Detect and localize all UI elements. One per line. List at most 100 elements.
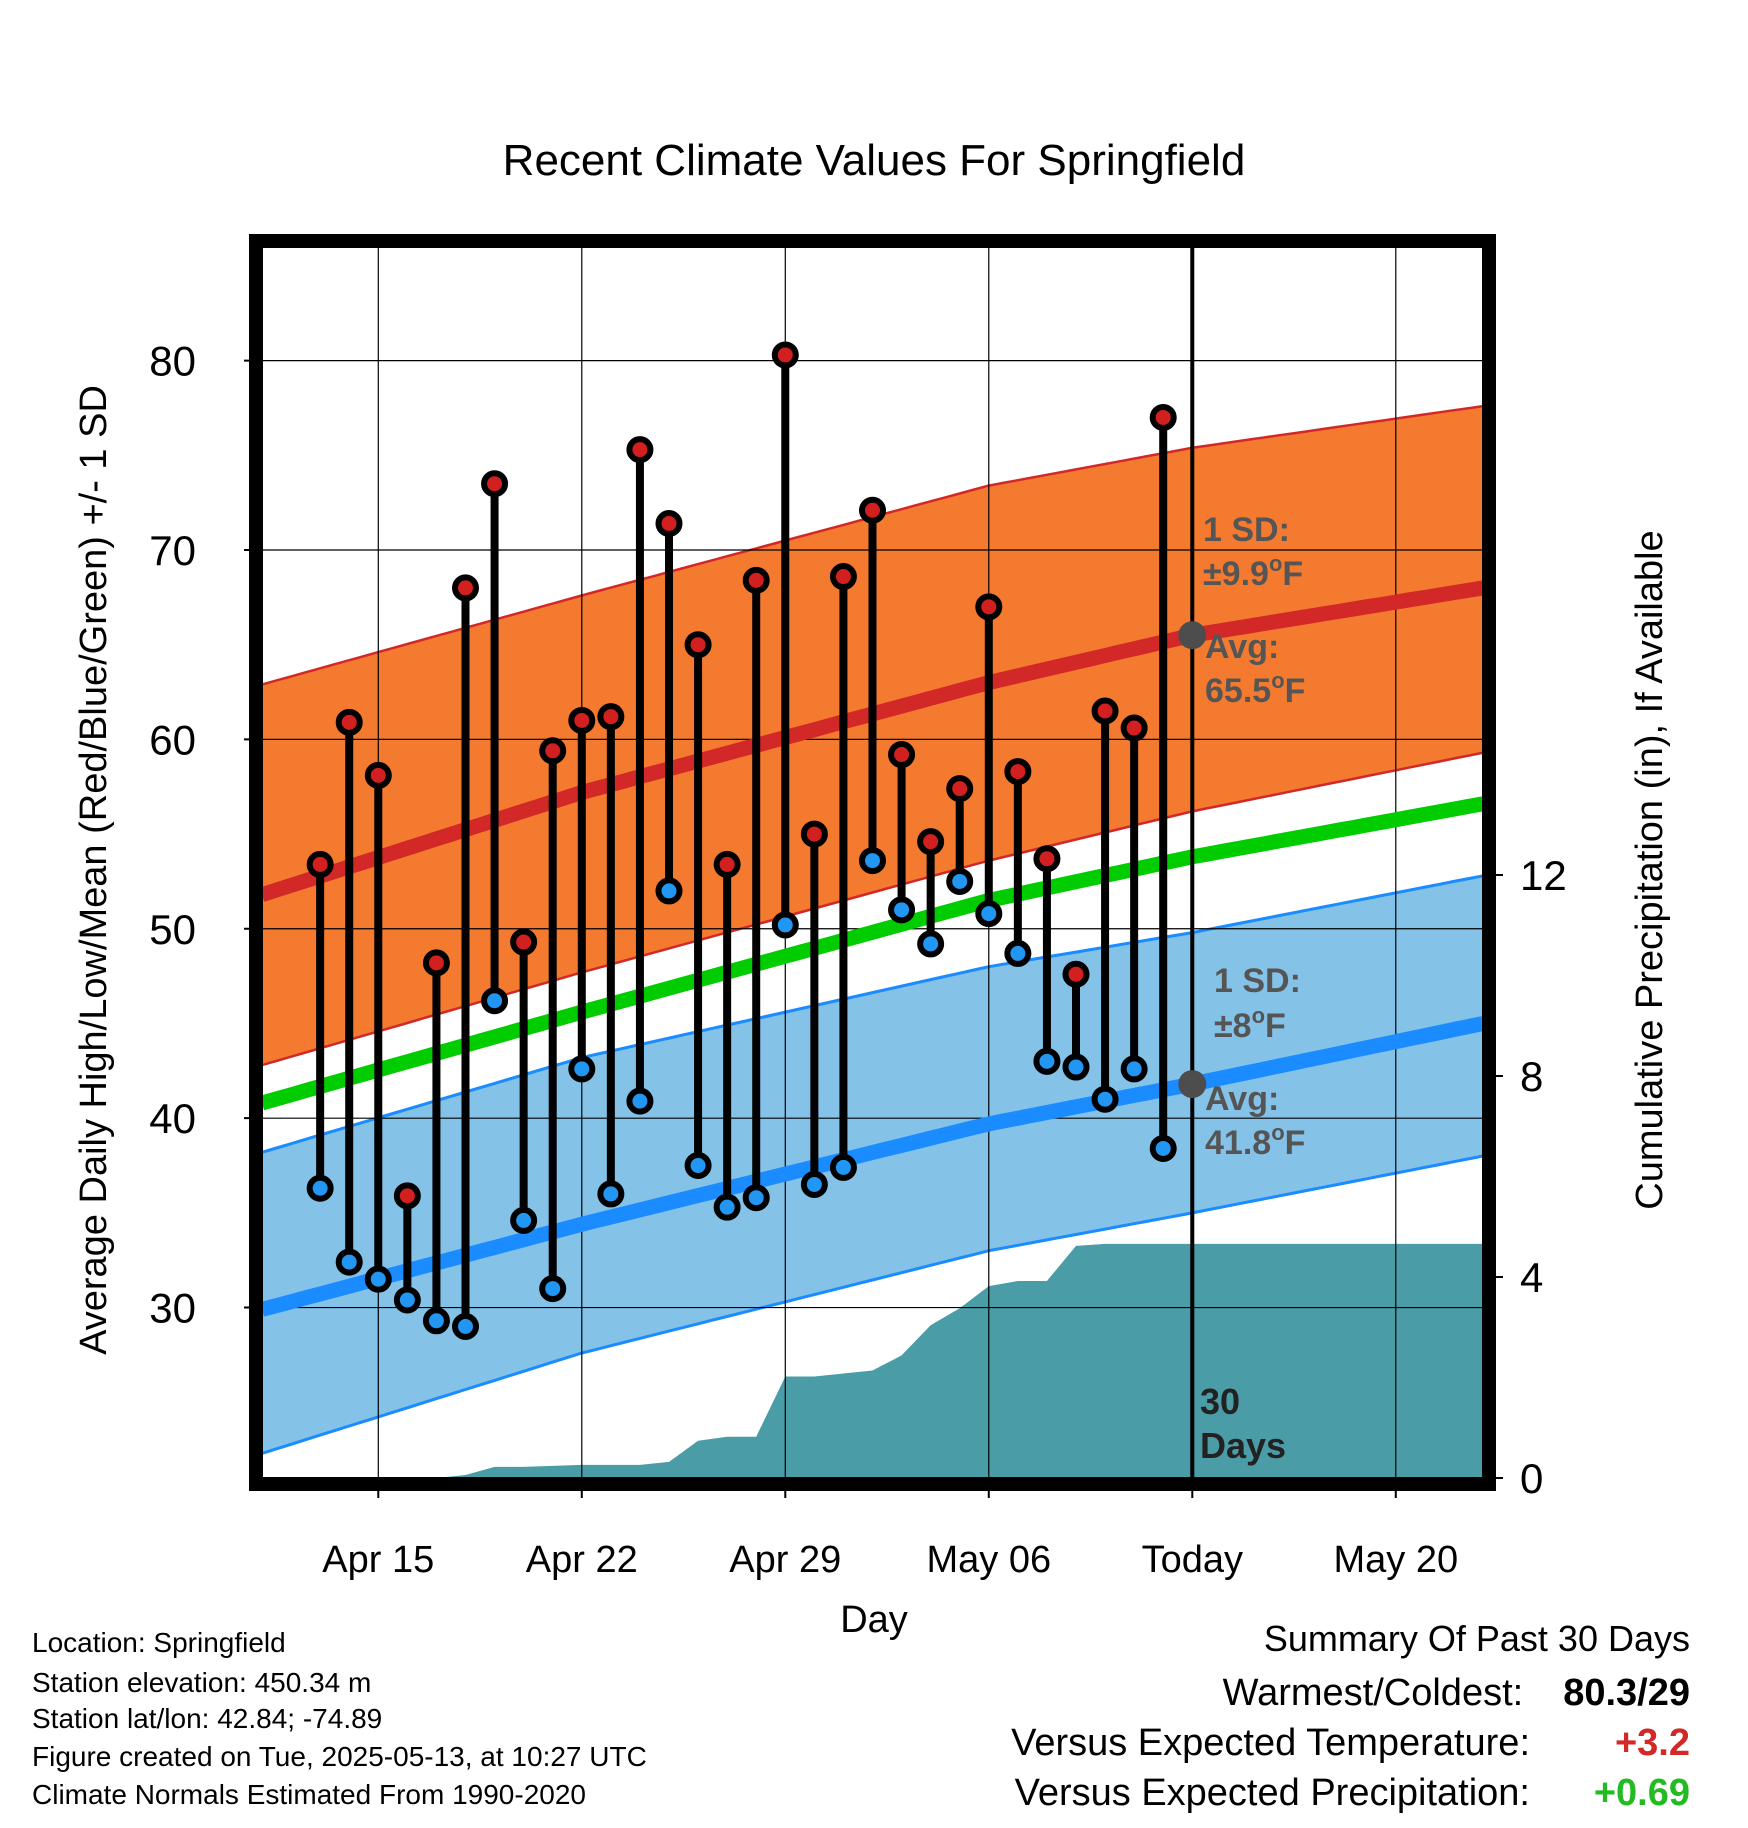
daily-high-point [1033, 845, 1061, 873]
low-sd-band [262, 875, 1483, 1454]
daily-low-point [771, 911, 799, 939]
y-tick-label: 60 [149, 716, 196, 763]
info-latlon: Station lat/lon: 42.84; -74.89 [32, 1703, 383, 1734]
y2-axis-label: Cumulative Precipitation (in), If Availa… [1629, 530, 1671, 1209]
daily-low-point [452, 1312, 479, 1340]
daily-high-point [829, 563, 857, 591]
today-low-normal-marker [1178, 1070, 1207, 1099]
low-sd-value: ±8oF [1214, 1003, 1286, 1045]
daily-low-point [568, 1055, 596, 1083]
daily-high-point [422, 949, 450, 977]
low-sd-label: 1 SD: [1214, 962, 1301, 1000]
daily-low-point [800, 1170, 828, 1198]
summary-precipitation: Versus Expected Precipitation: +0.69 [1015, 1772, 1690, 1815]
daily-low-point [626, 1087, 654, 1115]
daily-low-point [510, 1206, 538, 1234]
cumulative-precip-area [262, 1243, 1483, 1478]
daily-high-point [888, 741, 916, 769]
daily-low-point [917, 930, 945, 958]
y2-tick-label: 0 [1520, 1455, 1543, 1502]
daily-low-point [539, 1275, 567, 1303]
x-tick-label: Apr 29 [729, 1539, 841, 1581]
plot-frame [249, 234, 1496, 1491]
y-tick-label: 50 [149, 906, 196, 953]
daily-low-point [1091, 1085, 1119, 1113]
daily-high-point [481, 470, 509, 498]
daily-low-point [1033, 1047, 1061, 1075]
today-high-normal-marker [1178, 621, 1207, 650]
daily-low-point [713, 1193, 741, 1221]
daily-low-point [597, 1180, 625, 1208]
daily-high-point [306, 850, 334, 878]
x-tick-label: May 20 [1333, 1539, 1458, 1581]
daily-high-point [539, 737, 567, 765]
daily-low-point [946, 867, 974, 895]
high-sd-value: ±9.9oF [1203, 551, 1303, 593]
y-axis-label: Average Daily High/Low/Mean (Red/Blue/Gr… [73, 385, 115, 1355]
low-avg-label: Avg: [1205, 1080, 1279, 1118]
daily-high-point [335, 708, 363, 736]
y2-tick-label: 4 [1520, 1254, 1543, 1301]
daily-high-point [626, 436, 654, 464]
x-tick-label: May 06 [926, 1539, 1051, 1581]
daily-high-point [684, 631, 712, 659]
x-tick-label: Today [1142, 1539, 1243, 1581]
daily-high-point [1149, 403, 1177, 431]
daily-low-point [888, 896, 916, 924]
y-tick-label: 30 [149, 1285, 196, 1332]
daily-high-point [1062, 960, 1090, 988]
summary-precipitation-label: Versus Expected Precipitation: [1014, 1772, 1530, 1814]
daily-low-point [684, 1152, 712, 1180]
daily-high-point [393, 1182, 421, 1210]
daily-low-point [481, 987, 509, 1015]
y2-tick-label: 12 [1520, 852, 1567, 899]
summary-temperature-label: Versus Expected Temperature: [1011, 1722, 1530, 1764]
y-tick-label: 80 [149, 338, 196, 385]
daily-high-point [1120, 714, 1148, 742]
daily-low-point [975, 900, 1003, 928]
summary-temperature: Versus Expected Temperature: +3.2 [1011, 1722, 1690, 1765]
daily-high-point [800, 820, 828, 848]
daily-high-point [452, 574, 479, 602]
period-label-line-1: 30 [1200, 1381, 1240, 1422]
low-avg-value: 41.8oF [1205, 1120, 1305, 1162]
daily-low-point [829, 1153, 857, 1181]
summary-title: Summary Of Past 30 Days [1263, 1618, 1690, 1659]
chart-title: Recent Climate Values For Springfield [503, 136, 1246, 185]
daily-low-point [393, 1286, 421, 1314]
daily-high-point [946, 775, 974, 803]
daily-low-point [1149, 1134, 1177, 1162]
daily-low-point [859, 847, 886, 875]
daily-low-point [306, 1174, 334, 1202]
y2-tick-label: 8 [1520, 1053, 1543, 1100]
daily-low-point [335, 1248, 363, 1276]
info-location: Location: Springfield [32, 1627, 286, 1658]
x-tick-label: Apr 15 [322, 1539, 434, 1581]
high-avg-value: 65.5oF [1205, 668, 1305, 710]
daily-high-point [975, 593, 1003, 621]
x-tick-label: Apr 22 [526, 1539, 638, 1581]
daily-low-point [364, 1265, 392, 1293]
daily-high-point [364, 761, 392, 789]
summary-temperature-value: +3.2 [1614, 1722, 1690, 1764]
high-avg-label: Avg: [1205, 628, 1279, 666]
daily-high-point [568, 706, 596, 734]
daily-high-point [597, 703, 625, 731]
daily-high-point [1091, 697, 1119, 725]
daily-high-point [742, 566, 770, 594]
daily-high-point [771, 341, 799, 369]
low-band-lower-edge [262, 1154, 1483, 1455]
daily-low-point [742, 1184, 770, 1212]
high-sd-label: 1 SD: [1203, 511, 1290, 549]
y-tick-label: 40 [149, 1095, 196, 1142]
daily-high-point [655, 510, 683, 538]
daily-low-point [422, 1307, 450, 1335]
summary-warmest-coldest-value: 80.3/29 [1563, 1672, 1690, 1714]
daily-low-point [655, 877, 683, 905]
info-created: Figure created on Tue, 2025-05-13, at 10… [32, 1741, 647, 1772]
info-normals: Climate Normals Estimated From 1990-2020 [32, 1779, 586, 1810]
daily-low-point [1004, 939, 1032, 967]
daily-high-point [713, 850, 741, 878]
